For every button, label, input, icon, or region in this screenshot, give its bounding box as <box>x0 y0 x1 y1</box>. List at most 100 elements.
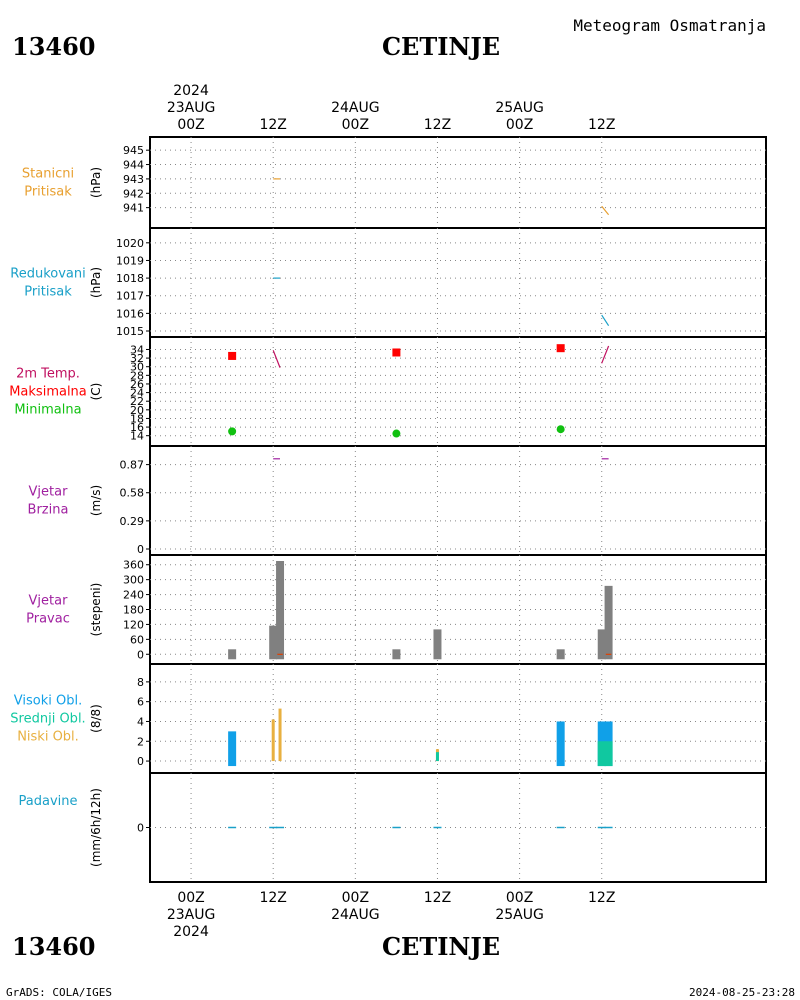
panel-frame <box>149 663 767 774</box>
panel-label: Pritisak <box>24 185 72 200</box>
time-label-bottom: 00Z <box>506 890 533 906</box>
y-tick-label: 1017 <box>116 290 144 303</box>
station-id-bottom: 13460 <box>12 932 96 961</box>
panel-label: Pravac <box>26 612 70 627</box>
y-tick-label: 300 <box>123 574 144 587</box>
y-tick-label: 1016 <box>116 307 144 320</box>
panel-frame <box>149 772 767 883</box>
time-label-bottom: 12Z <box>259 890 286 906</box>
y-tick-label: 120 <box>123 618 144 631</box>
data-bar <box>433 629 442 660</box>
station-name-bottom: CETINJE <box>382 932 500 961</box>
panel-label: Pritisak <box>24 285 72 300</box>
time-label-bottom: 25AUG <box>495 907 544 923</box>
data-bar <box>604 585 613 660</box>
series-bars <box>228 561 613 660</box>
y-tick-label: 28 <box>130 369 144 382</box>
series-line <box>601 345 610 364</box>
time-label-top: 25AUG <box>495 100 544 116</box>
panel-frame <box>149 136 767 229</box>
panel-label: Redukovani <box>10 267 85 282</box>
data-bar <box>556 721 565 767</box>
panels-layer: 941942943944945(hPa)StanicniPritisak1015… <box>9 136 767 883</box>
series-line <box>601 205 610 216</box>
y-tick-label: 943 <box>123 173 144 186</box>
y-unit-label: (hPa) <box>89 167 103 198</box>
data-bar <box>269 625 278 660</box>
panel-frame <box>149 554 767 665</box>
time-label-bottom: 00Z <box>342 890 369 906</box>
y-tick-label: 1015 <box>116 325 144 338</box>
data-bar-thin <box>271 719 275 762</box>
max-temp-marker <box>392 348 401 357</box>
time-label-bottom: 23AUG <box>167 907 216 923</box>
y-tick-label: 944 <box>123 159 144 172</box>
data-bar <box>228 649 237 660</box>
panel-label: 2m Temp. <box>16 367 80 382</box>
y-tick-label: 0 <box>137 822 144 835</box>
y-unit-label: (mm/6h/12h) <box>89 788 103 867</box>
time-label-top: 2024 <box>173 83 209 99</box>
time-label-top: 12Z <box>424 117 451 133</box>
panel-label: Padavine <box>19 794 78 809</box>
y-unit-label: (hPa) <box>89 267 103 298</box>
data-bar-thin <box>278 708 282 762</box>
series-line <box>601 314 610 327</box>
y-tick-label: 2 <box>137 735 144 748</box>
data-bar <box>392 649 401 660</box>
panel-label: Srednji Obl. <box>10 712 85 727</box>
time-label-bottom: 2024 <box>173 924 209 940</box>
max-temp-marker <box>228 351 237 360</box>
y-tick-label: 26 <box>130 378 144 391</box>
data-bar <box>597 741 606 767</box>
series-line <box>272 350 281 368</box>
y-tick-label: 180 <box>123 604 144 617</box>
product-title: Meteogram Osmatranja <box>573 16 766 35</box>
time-label-top: 00Z <box>342 117 369 133</box>
time-label-bottom: 00Z <box>177 890 204 906</box>
y-tick-label: 945 <box>123 144 144 157</box>
panel-frame <box>149 445 767 556</box>
time-label-bottom: 12Z <box>588 890 615 906</box>
station-id-top: 13460 <box>12 32 96 61</box>
min-temp-marker <box>392 429 401 438</box>
y-tick-label: 942 <box>123 187 144 200</box>
time-label-top: 00Z <box>177 117 204 133</box>
y-tick-label: 32 <box>130 352 144 365</box>
panel-clouds: 0 2 4 6 8 (8/8) Visoki Obl. Srednji Obl. Niski O… <box>10 663 767 774</box>
y-tick-label: 30 <box>130 361 144 374</box>
y-tick-label: 16 <box>130 421 144 434</box>
y-tick-label: 0 <box>137 543 144 556</box>
series-line <box>272 350 281 368</box>
y-tick-label: 0 <box>137 755 144 768</box>
series-circles <box>228 425 565 438</box>
footer-credit: GrADS: COLA/IGES <box>6 986 112 999</box>
y-tick-label: 0.29 <box>120 515 145 528</box>
time-label-top: 00Z <box>506 117 533 133</box>
data-bar <box>556 649 565 660</box>
max-temp-marker <box>556 344 565 353</box>
y-tick-label: 4 <box>137 715 144 728</box>
time-label-top: 12Z <box>588 117 615 133</box>
y-tick-label: 1018 <box>116 272 144 285</box>
panel-label: Vjetar <box>29 485 69 500</box>
series-bars <box>228 721 613 767</box>
panel-reduced_pressure: 1015 1016 1017 1018 1019 1020 (hPa) Redukovani P… <box>10 227 767 338</box>
data-bar <box>276 561 285 660</box>
y-tick-label: 0.58 <box>120 487 145 500</box>
min-temp-marker <box>556 425 565 434</box>
y-tick-label: 20 <box>130 404 144 417</box>
y-unit-label: (8/8) <box>89 704 103 733</box>
panel-label: Niski Obl. <box>17 730 79 745</box>
y-tick-label: 8 <box>137 676 144 689</box>
time-label-top: 23AUG <box>167 100 216 116</box>
panel-label: Visoki Obl. <box>14 694 82 709</box>
data-bar <box>604 741 613 767</box>
series-thinbars <box>435 752 439 762</box>
time-label-bottom: 24AUG <box>331 907 380 923</box>
